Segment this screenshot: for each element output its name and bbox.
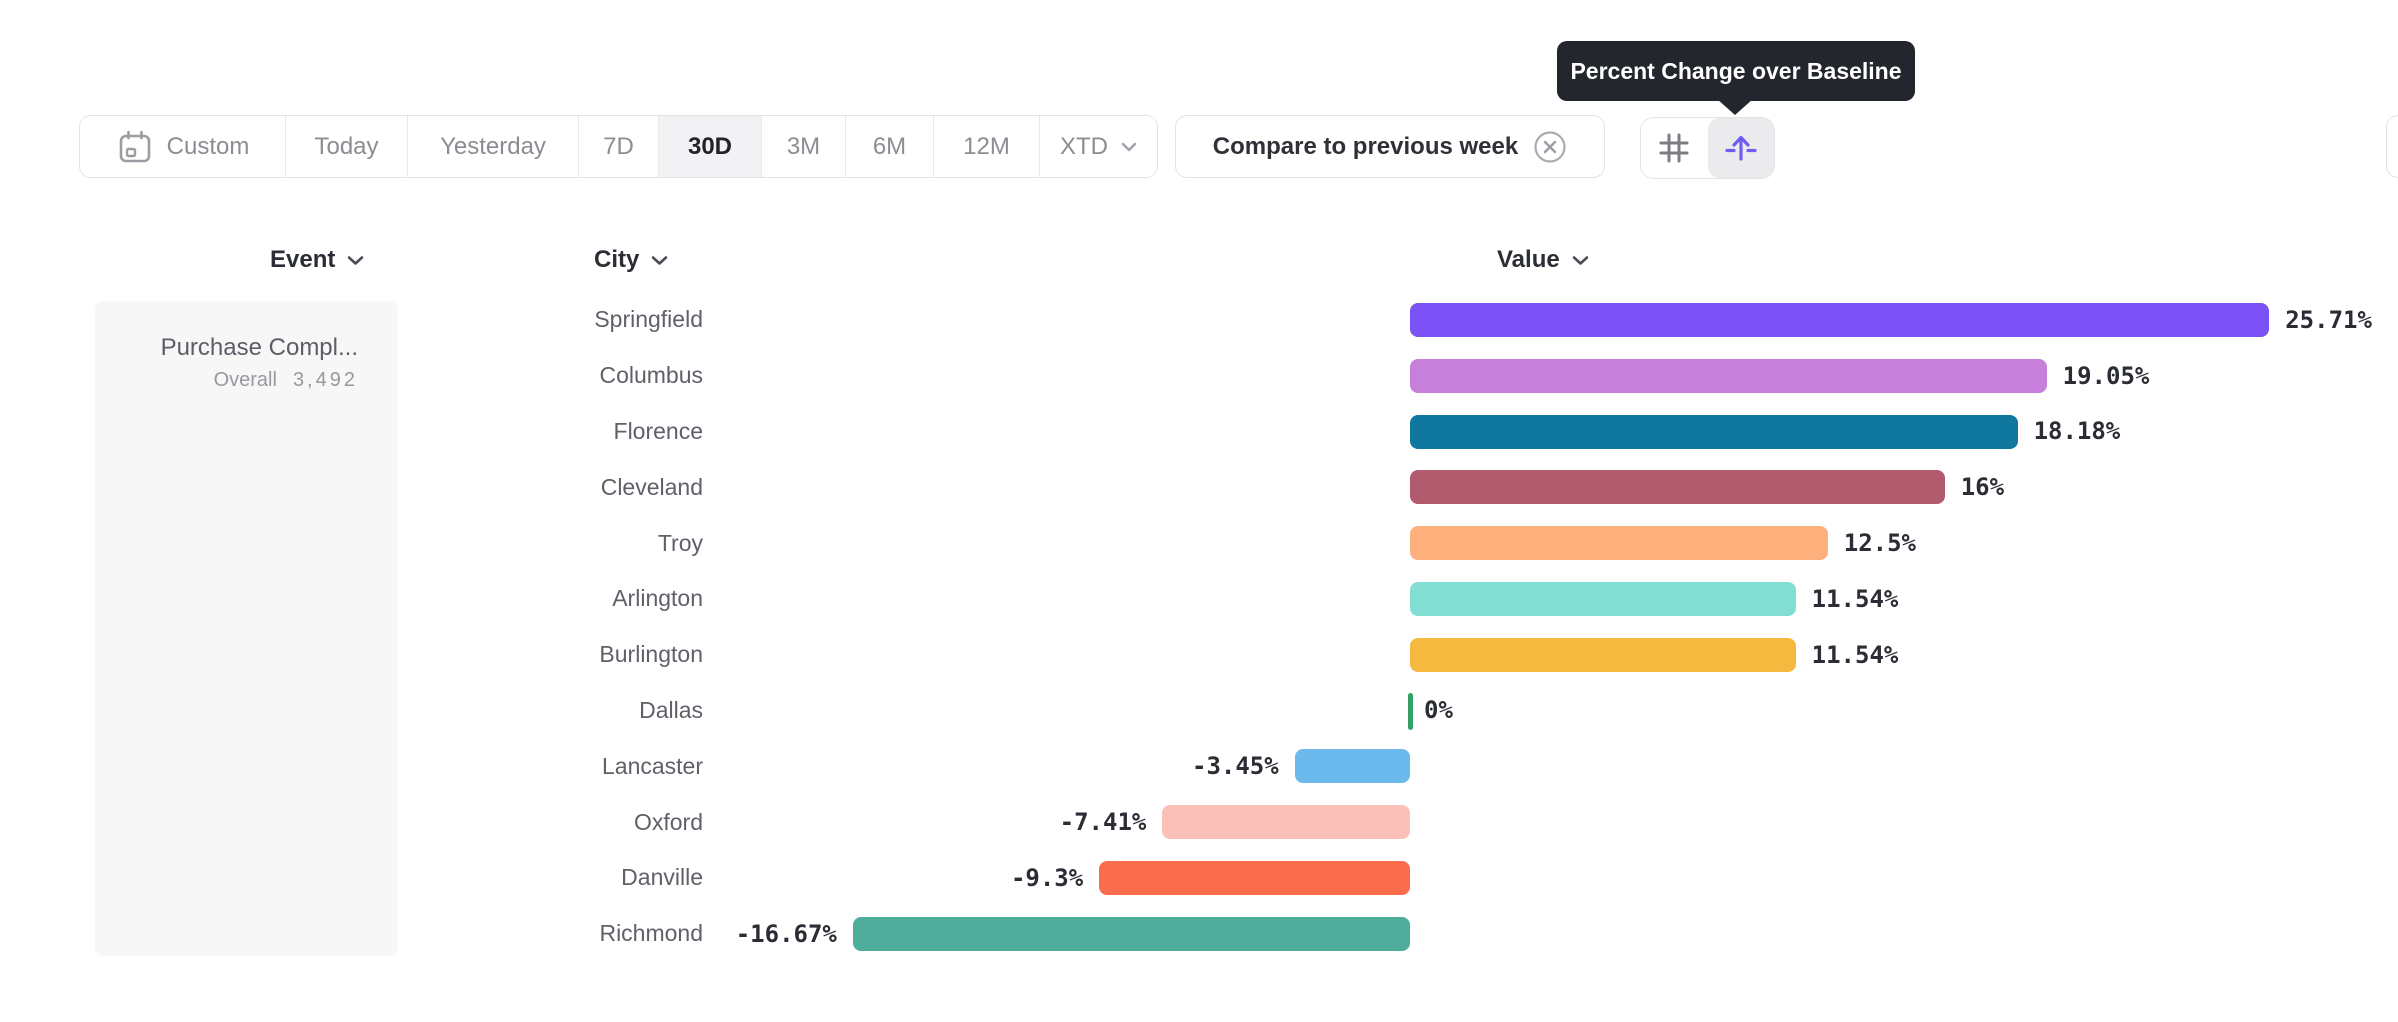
bar[interactable] bbox=[1410, 358, 2047, 393]
calendar-icon bbox=[119, 130, 150, 162]
chart-row-arlington: Arlington 11.54% bbox=[0, 571, 2398, 627]
city-label[interactable]: Lancaster bbox=[601, 752, 703, 779]
chart-row-troy: Troy 12.5% bbox=[0, 515, 2398, 571]
range-button-yesterday[interactable]: Yesterday bbox=[407, 116, 578, 177]
chart-row-lancaster: Lancaster -3.45% bbox=[0, 738, 2398, 794]
percent-change-baseline-icon bbox=[1725, 135, 1757, 161]
bar[interactable] bbox=[1410, 637, 1796, 672]
city-label[interactable]: Florence bbox=[613, 417, 703, 444]
range-button-7d[interactable]: 7D bbox=[578, 116, 658, 177]
value-label: 11.54% bbox=[1811, 584, 1899, 613]
city-label[interactable]: Dallas bbox=[639, 696, 703, 723]
chart-row-cleveland: Cleveland 16% bbox=[0, 459, 2398, 515]
bar[interactable] bbox=[1410, 470, 1945, 505]
bar[interactable] bbox=[1407, 692, 1413, 730]
value-label: 16% bbox=[1960, 473, 2005, 502]
tooltip-percent-change: Percent Change over Baseline bbox=[1557, 41, 1915, 101]
range-label: 7D bbox=[603, 132, 634, 160]
column-header-city[interactable]: City bbox=[594, 246, 668, 274]
chevron-down-icon bbox=[1572, 255, 1589, 265]
value-label: 0% bbox=[1424, 696, 1453, 725]
hash-grid-icon bbox=[1659, 133, 1689, 163]
bar[interactable] bbox=[1410, 303, 2270, 337]
value-label: -7.41% bbox=[1059, 808, 1147, 837]
city-label[interactable]: Springfield bbox=[594, 306, 703, 333]
column-header-value[interactable]: Value bbox=[1497, 246, 1589, 274]
value-label: 11.54% bbox=[1811, 640, 1899, 669]
overall-value: 3,492 bbox=[292, 369, 358, 391]
value-label: 25.71% bbox=[2285, 305, 2372, 334]
column-header-event[interactable]: Event bbox=[270, 246, 364, 274]
column-header-city-label: City bbox=[594, 246, 640, 273]
chevron-down-icon bbox=[1121, 142, 1137, 151]
bar[interactable] bbox=[852, 916, 1410, 951]
chart-row-columbus: Columbus 19.05% bbox=[0, 348, 2398, 404]
range-label: 12M bbox=[963, 132, 1010, 160]
bar[interactable] bbox=[1294, 749, 1410, 784]
chart-row-dallas: Dallas 0% bbox=[0, 683, 2398, 739]
range-button-3m[interactable]: 3M bbox=[761, 116, 845, 177]
range-label: 30D bbox=[687, 132, 733, 160]
date-range-picker: Custom Today Yesterday 7D 30D 3M 6M 12M XTD bbox=[79, 115, 1158, 178]
bar[interactable] bbox=[1162, 805, 1410, 840]
city-label[interactable]: Oxford bbox=[633, 808, 703, 835]
range-button-12m[interactable]: 12M bbox=[933, 116, 1039, 177]
chevron-down-icon bbox=[652, 255, 668, 265]
value-label: 18.18% bbox=[2033, 417, 2121, 446]
percent-change-view-button[interactable] bbox=[1707, 118, 1774, 178]
range-button-6m[interactable]: 6M bbox=[845, 116, 933, 177]
chart-row-springfield: Springfield 25.71% bbox=[0, 292, 2398, 348]
value-label: 12.5% bbox=[1843, 529, 1916, 558]
event-overall-row: Overall 3,492 bbox=[95, 369, 358, 392]
range-label: 3M bbox=[786, 132, 821, 160]
city-label[interactable]: Burlington bbox=[599, 641, 703, 668]
overall-label: Overall bbox=[213, 369, 277, 391]
range-label: XTD bbox=[1060, 132, 1108, 160]
city-label[interactable]: Danville bbox=[621, 864, 703, 891]
event-panel[interactable]: Purchase Compl... Overall 3,492 bbox=[95, 301, 398, 956]
bar[interactable] bbox=[1099, 861, 1410, 895]
bar[interactable] bbox=[1410, 526, 1828, 561]
clipped-right-button[interactable] bbox=[2386, 115, 2398, 178]
grid-view-button[interactable] bbox=[1641, 118, 1708, 178]
value-label: -9.3% bbox=[1010, 863, 1084, 892]
bar[interactable] bbox=[1410, 414, 2018, 449]
city-label[interactable]: Troy bbox=[657, 529, 703, 556]
city-label[interactable]: Columbus bbox=[599, 362, 703, 389]
close-icon[interactable] bbox=[1533, 130, 1567, 164]
column-header-value-label: Value bbox=[1497, 246, 1560, 273]
range-label: 6M bbox=[872, 132, 907, 160]
city-label[interactable]: Cleveland bbox=[600, 473, 703, 500]
chart-row-oxford: Oxford -7.41% bbox=[0, 794, 2398, 850]
range-button-xtd[interactable]: XTD bbox=[1039, 116, 1157, 177]
value-label: 19.05% bbox=[2062, 361, 2150, 390]
range-button-custom[interactable]: Custom bbox=[80, 116, 285, 177]
city-label[interactable]: Arlington bbox=[612, 585, 703, 612]
view-mode-toggle bbox=[1640, 117, 1775, 179]
compare-chip-label: Compare to previous week bbox=[1212, 132, 1519, 160]
range-label: Yesterday bbox=[440, 132, 546, 160]
bar[interactable] bbox=[1410, 582, 1796, 616]
city-label[interactable]: Richmond bbox=[599, 920, 703, 947]
range-button-today[interactable]: Today bbox=[285, 116, 407, 177]
tooltip-caret bbox=[1717, 99, 1753, 115]
tooltip-text: Percent Change over Baseline bbox=[1570, 57, 1902, 84]
range-label: Today bbox=[314, 132, 379, 160]
chart-row-burlington: Burlington 11.54% bbox=[0, 627, 2398, 683]
column-header-event-label: Event bbox=[270, 246, 336, 273]
chart-row-richmond: Richmond -16.67% bbox=[0, 906, 2398, 962]
chart-row-florence: Florence 18.18% bbox=[0, 404, 2398, 460]
range-button-30d[interactable]: 30D bbox=[658, 116, 761, 177]
range-label: Custom bbox=[166, 132, 250, 160]
value-label: -16.67% bbox=[735, 919, 837, 948]
compare-chip[interactable]: Compare to previous week bbox=[1175, 115, 1605, 178]
chevron-down-icon bbox=[348, 255, 364, 265]
event-name: Purchase Compl... bbox=[160, 334, 358, 361]
value-label: -3.45% bbox=[1192, 752, 1279, 781]
chart-row-danville: Danville -9.3% bbox=[0, 850, 2398, 906]
